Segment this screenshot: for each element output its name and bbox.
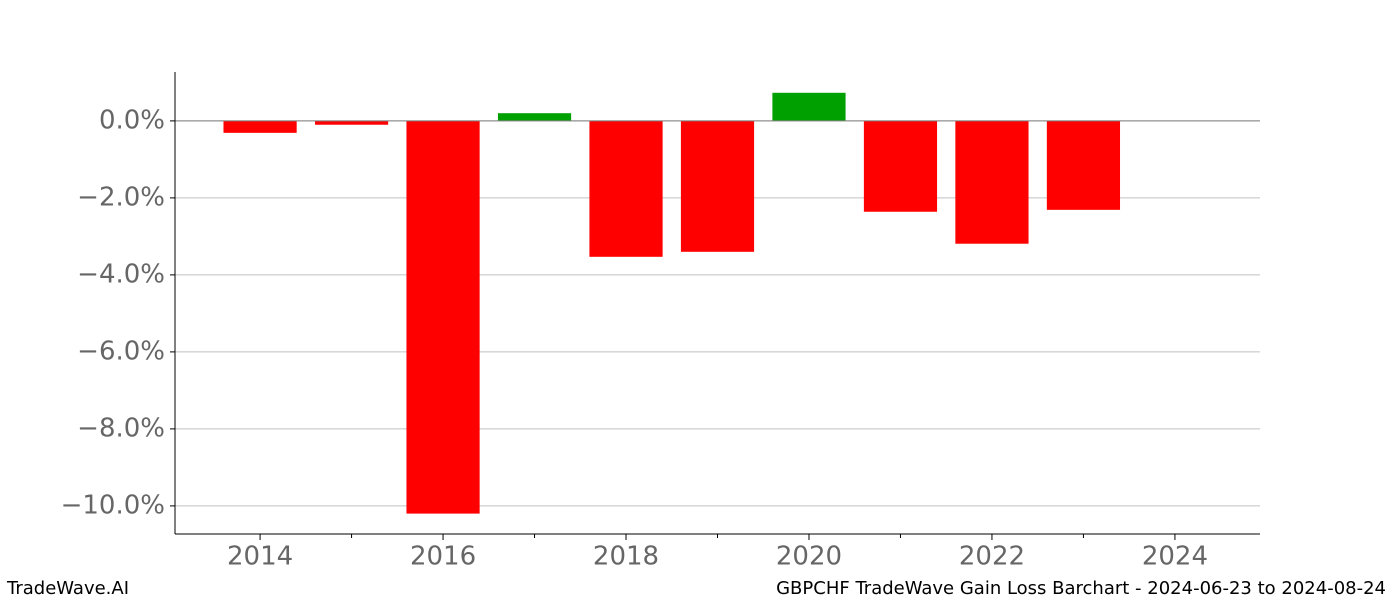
y-tick-label: −6.0% xyxy=(77,336,165,366)
y-tick-label: −10.0% xyxy=(61,490,165,520)
bar xyxy=(406,120,480,514)
y-tick-label: −8.0% xyxy=(77,413,165,443)
bar xyxy=(1046,120,1121,210)
x-tick-label: 2016 xyxy=(410,542,476,572)
y-tick-label: −4.0% xyxy=(77,259,165,289)
bar xyxy=(680,120,755,252)
bar xyxy=(772,92,846,121)
bar xyxy=(955,120,1029,244)
chart-title: GBPCHF TradeWave Gain Loss Barchart - 20… xyxy=(776,578,1386,599)
bar xyxy=(314,120,389,125)
brand: TradeWave.AI xyxy=(6,578,129,599)
x-tick-label: 2022 xyxy=(959,542,1025,572)
x-tick-label: 2018 xyxy=(593,542,659,572)
bar xyxy=(589,120,663,257)
bar xyxy=(497,113,572,121)
x-tick-label: 2024 xyxy=(1142,542,1208,572)
bar xyxy=(863,120,938,212)
y-tick-label: −2.0% xyxy=(77,182,165,212)
bar xyxy=(223,120,297,133)
x-tick-label: 2020 xyxy=(776,542,842,572)
x-tick-label: 2014 xyxy=(227,542,293,572)
y-tick-label: 0.0% xyxy=(99,105,165,135)
